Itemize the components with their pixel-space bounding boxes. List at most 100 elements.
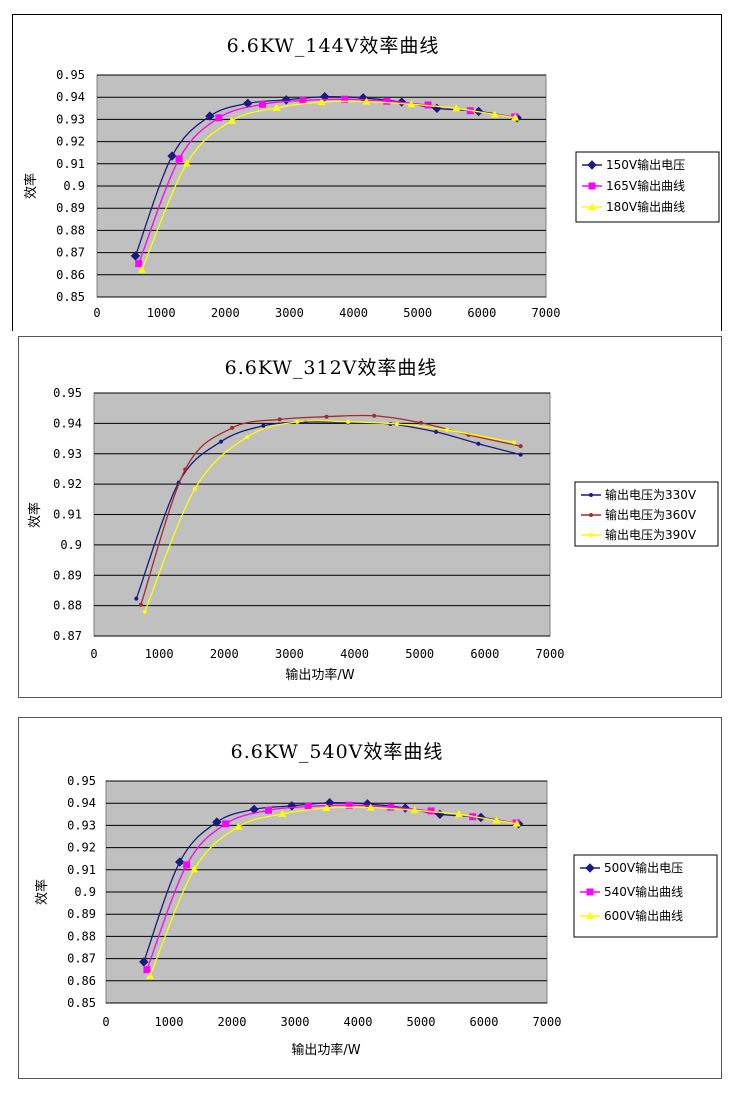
data-point: [265, 806, 273, 814]
data-point: [387, 803, 395, 811]
x-tick-label: 7000: [536, 647, 565, 661]
x-axis-label: 输出功率/W: [291, 1042, 360, 1058]
legend-marker: [587, 160, 597, 170]
data-point: [135, 260, 143, 268]
y-tick-label: 0.9: [60, 538, 82, 552]
data-point: [512, 440, 517, 445]
data-point: [490, 110, 499, 118]
x-tick-label: 4000: [344, 1015, 373, 1029]
data-point: [190, 865, 199, 873]
chart-title: 6.6KW_312V效率曲线: [225, 357, 438, 379]
legend-label: 输出电压为330V: [605, 487, 697, 502]
series-line: [144, 420, 515, 612]
data-point: [205, 111, 215, 121]
y-tick-label: 0.92: [67, 841, 96, 855]
chart-title: 6.6KW_144V效率曲线: [227, 35, 440, 57]
x-axis-label: 输出功率/W: [285, 667, 354, 683]
y-tick-label: 0.87: [56, 246, 85, 260]
y-tick-label: 0.91: [67, 863, 96, 877]
x-tick-label: 1000: [145, 647, 174, 661]
data-point: [407, 100, 416, 108]
data-point: [518, 452, 523, 457]
y-tick-label: 0.94: [53, 416, 82, 430]
x-tick-label: 7000: [532, 306, 561, 320]
legend-box: [575, 151, 720, 223]
y-tick-label: 0.93: [56, 112, 85, 126]
chart-panel-144v: 6.6KW_144V效率曲线 0.85 0.86 0.87 0.88 0.89 0.9 0.9…: [12, 14, 722, 331]
x-tick-label: 6000: [470, 1015, 499, 1029]
series-group: [142, 419, 517, 614]
y-tick-label: 0.92: [56, 135, 85, 149]
data-point: [137, 265, 146, 273]
x-tick-label: 4000: [339, 306, 368, 320]
x-tick-label: 6000: [467, 306, 496, 320]
data-point: [182, 159, 191, 167]
y-tick-label: 0.91: [56, 157, 85, 171]
chart-svg: 6.6KW_312V效率曲线 0.87 0.88 0.89 0.9 0.91 0.92 0.9…: [27, 357, 719, 683]
data-point: [317, 98, 326, 106]
data-point: [134, 596, 139, 601]
legend-label: 500V输出电压: [604, 860, 683, 875]
data-point: [518, 444, 523, 449]
data-point: [476, 441, 481, 446]
x-tick-label: 2000: [218, 1015, 247, 1029]
data-point: [511, 113, 520, 121]
y-tick-label: 0.92: [53, 477, 82, 491]
data-point: [299, 97, 307, 105]
legend-marker: [585, 863, 595, 873]
data-point: [383, 97, 391, 105]
y-tick-label: 0.89: [56, 201, 85, 215]
data-point: [192, 486, 197, 491]
x-tick-label: 0: [90, 647, 97, 661]
data-point: [230, 425, 235, 430]
data-point: [272, 103, 281, 111]
chart-svg: 6.6KW_540V效率曲线 0.85 0.86 0.87 0.88 0.89 0.9 0.9…: [34, 741, 718, 1058]
legend-label: 600V输出曲线: [604, 908, 683, 923]
y-tick-label: 0.93: [53, 447, 82, 461]
data-point: [346, 419, 351, 424]
data-point: [167, 151, 177, 161]
x-tick-label: 1000: [155, 1015, 184, 1029]
y-tick-label: 0.87: [67, 952, 96, 966]
data-point: [245, 435, 250, 440]
x-tick-label: 6000: [470, 647, 499, 661]
x-tick-label: 3000: [281, 1015, 310, 1029]
y-tick-label: 0.94: [67, 796, 96, 810]
y-axis-label: 效率: [23, 173, 39, 199]
x-tick-label: 0: [93, 306, 100, 320]
data-point: [372, 413, 377, 418]
x-tick-label: 7000: [533, 1015, 562, 1029]
y-tick-label: 0.88: [56, 223, 85, 237]
series-line: [149, 806, 517, 977]
legend-marker: [586, 912, 594, 919]
series-group: [137, 97, 520, 273]
legend-label: 540V输出曲线: [604, 884, 683, 899]
y-tick-label: 0.88: [67, 929, 96, 943]
y-tick-label: 0.89: [67, 907, 96, 921]
data-point: [434, 429, 438, 434]
data-point: [410, 806, 419, 814]
legend-marker: [589, 533, 593, 537]
data-point: [492, 816, 501, 824]
y-tick-label: 0.9: [74, 885, 96, 899]
legend-label: 输出电压为390V: [605, 527, 697, 542]
data-point: [345, 801, 353, 809]
data-point: [278, 809, 287, 817]
x-tick-label: 3000: [275, 647, 304, 661]
x-tick-label: 3000: [275, 306, 304, 320]
legend-label: 输出电压为360V: [605, 507, 697, 522]
data-point: [130, 251, 141, 261]
data-point: [445, 428, 450, 433]
data-point: [183, 467, 188, 472]
data-point: [362, 97, 371, 105]
y-tick-label: 0.86: [56, 268, 85, 282]
legend-label: 150V输出电压: [606, 157, 685, 172]
data-point: [320, 92, 330, 102]
data-point: [277, 417, 282, 422]
y-tick-label: 0.85: [56, 290, 85, 304]
y-tick-label: 0.95: [67, 774, 96, 788]
x-tick-label: 5000: [403, 306, 432, 320]
data-point: [258, 100, 266, 108]
data-point: [143, 966, 151, 974]
series-group: [130, 92, 522, 261]
